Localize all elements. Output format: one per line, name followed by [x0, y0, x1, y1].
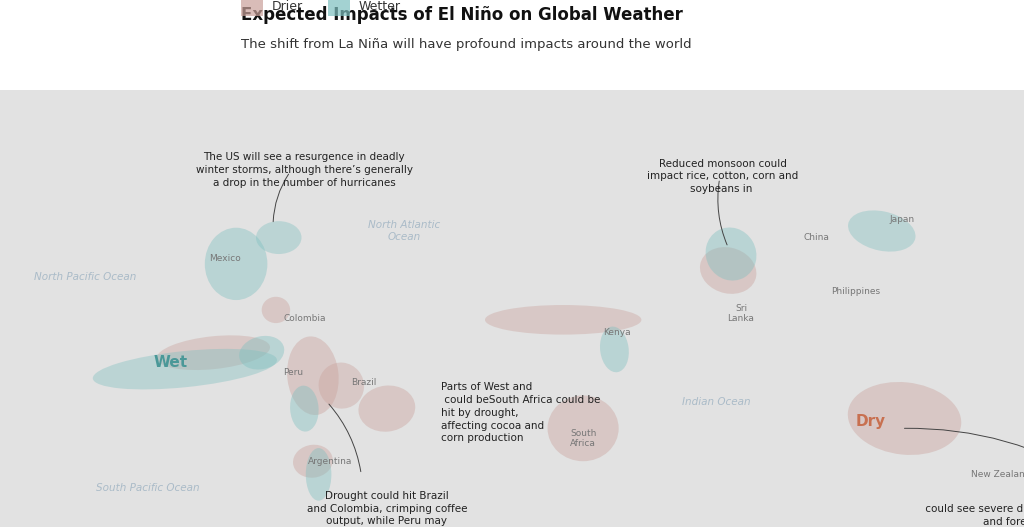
Text: The shift from La Niña will have profound impacts around the world: The shift from La Niña will have profoun… [241, 37, 691, 51]
Text: South
Africa: South Africa [570, 428, 596, 448]
Text: Parts of West and
 could beSouth Africa could be
hit by drought,
affecting cocoa: Parts of West and could beSouth Africa c… [441, 382, 600, 444]
Text: Kenya: Kenya [603, 328, 631, 337]
Text: China: China [804, 233, 829, 242]
Text: Wetter: Wetter [358, 1, 400, 14]
FancyBboxPatch shape [328, 0, 350, 16]
Ellipse shape [293, 445, 333, 478]
Ellipse shape [548, 395, 618, 461]
Ellipse shape [600, 327, 629, 372]
Text: Drought could hit Brazil
and Colombia, crimping coffee
output, while Peru may
se: Drought could hit Brazil and Colombia, c… [306, 491, 467, 527]
Ellipse shape [318, 363, 365, 408]
Ellipse shape [93, 349, 276, 389]
Ellipse shape [290, 386, 318, 432]
Text: Reduced monsoon could
impact rice, cotton, corn and
soybeans in: Reduced monsoon could impact rice, cotto… [647, 159, 798, 194]
Text: Peru: Peru [283, 368, 303, 377]
Text: Japan: Japan [889, 215, 914, 224]
Text: could see severe droughtAustralia could see severe drought
and forest fires, whi: could see severe droughtAustralia could … [922, 504, 1024, 527]
Text: Sri
Lanka: Sri Lanka [727, 304, 755, 323]
Ellipse shape [700, 247, 757, 294]
Ellipse shape [157, 335, 270, 370]
Text: Expected Impacts of El Niño on Global Weather: Expected Impacts of El Niño on Global We… [241, 6, 683, 24]
Text: Drier: Drier [271, 1, 302, 14]
Text: North Atlantic
Ocean: North Atlantic Ocean [368, 220, 440, 242]
Text: The US will see a resurgence in deadly
winter storms, although there’s generally: The US will see a resurgence in deadly w… [196, 152, 413, 188]
Ellipse shape [256, 221, 301, 254]
Text: South Pacific Ocean: South Pacific Ocean [96, 483, 200, 493]
Ellipse shape [240, 336, 285, 369]
Text: Philippines: Philippines [831, 287, 881, 296]
Ellipse shape [848, 382, 962, 455]
Text: Colombia: Colombia [283, 314, 326, 323]
Ellipse shape [706, 228, 757, 280]
Ellipse shape [306, 448, 332, 501]
Ellipse shape [205, 228, 267, 300]
Text: Argentina: Argentina [308, 457, 352, 466]
Ellipse shape [358, 385, 416, 432]
Text: Dry: Dry [855, 414, 886, 430]
FancyBboxPatch shape [241, 0, 263, 16]
Ellipse shape [262, 297, 290, 323]
Text: Indian Ocean: Indian Ocean [682, 397, 752, 407]
Ellipse shape [287, 336, 339, 415]
Ellipse shape [848, 210, 915, 251]
Text: Brazil: Brazil [351, 378, 377, 387]
Text: North Pacific Ocean: North Pacific Ocean [34, 272, 136, 282]
Ellipse shape [485, 305, 641, 335]
Text: Wet: Wet [154, 355, 187, 370]
Text: Mexico: Mexico [209, 255, 241, 264]
Text: New Zealand: New Zealand [972, 470, 1024, 479]
